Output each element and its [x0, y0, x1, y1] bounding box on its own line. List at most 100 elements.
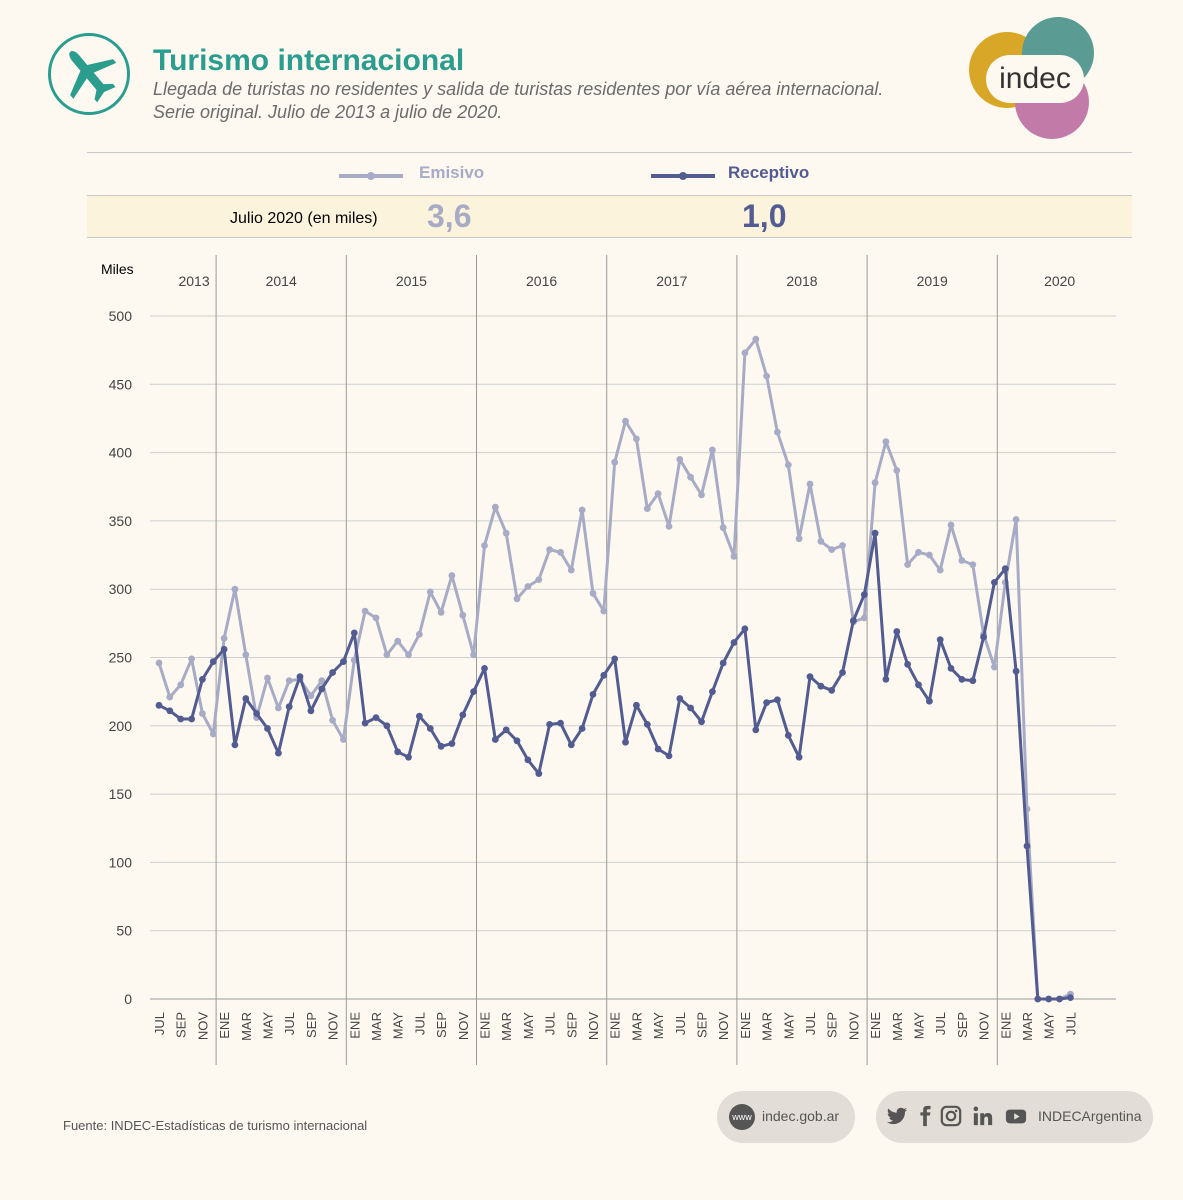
month-tick-label: NOV — [716, 1012, 731, 1041]
data-point — [991, 663, 998, 671]
data-point — [665, 752, 673, 760]
data-point — [166, 707, 174, 715]
data-point — [448, 572, 456, 579]
month-tick-label: ENE — [478, 1012, 493, 1039]
data-point — [926, 697, 933, 705]
data-point — [600, 607, 608, 615]
month-tick-label: SEP — [564, 1012, 579, 1038]
data-point — [893, 467, 901, 474]
data-point — [329, 669, 336, 676]
data-point — [199, 710, 206, 717]
month-tick-label: JUL — [543, 1012, 558, 1035]
data-point — [687, 704, 694, 712]
month-tick-label: SEP — [695, 1012, 710, 1038]
data-point — [654, 490, 662, 497]
year-label: 2020 — [1044, 273, 1075, 289]
data-point — [850, 617, 857, 624]
tourism-line-chart: 0 50 100 150 200 250 300 350 400 450 500 Miles 2013 2… — [101, 255, 1116, 1065]
instagram-icon[interactable] — [940, 1105, 962, 1127]
year-label: 2015 — [396, 273, 427, 289]
data-point — [557, 719, 564, 727]
year-label: 2017 — [656, 273, 687, 289]
data-point — [350, 629, 358, 637]
data-point — [188, 655, 196, 663]
month-tick-label: NOV — [195, 1012, 210, 1041]
month-tick-label: MAY — [261, 1012, 276, 1040]
data-point — [969, 561, 977, 568]
data-point — [752, 335, 760, 343]
data-point — [622, 417, 629, 425]
month-tick-label: MAR — [760, 1012, 775, 1041]
data-point — [763, 372, 770, 380]
series-emisivo — [155, 335, 1074, 1003]
data-point — [774, 428, 781, 436]
data-point — [915, 548, 922, 556]
data-point — [719, 524, 727, 532]
data-point — [611, 655, 619, 663]
data-point — [177, 715, 185, 723]
summary-divider — [87, 237, 1132, 238]
subtitle-line-2: Serie original. Julio de 2013 a julio de… — [153, 102, 503, 122]
data-point — [763, 699, 770, 706]
data-point — [860, 614, 868, 622]
data-point — [416, 712, 423, 720]
data-point — [730, 639, 738, 646]
year-label: 2014 — [266, 273, 297, 289]
data-point — [828, 686, 836, 694]
data-point — [611, 458, 619, 466]
data-point — [546, 721, 553, 728]
data-point — [437, 609, 445, 616]
data-point — [828, 546, 836, 553]
legend-receptivo-swatch — [651, 172, 715, 180]
data-point — [567, 741, 575, 749]
legend-emisivo-swatch — [339, 172, 403, 180]
data-point — [513, 737, 521, 745]
data-point — [285, 703, 293, 711]
data-point — [1045, 995, 1053, 1003]
year-label: 2016 — [526, 273, 557, 289]
month-tick-label: MAY — [651, 1012, 666, 1040]
data-point — [220, 645, 228, 653]
y-tick-label: 100 — [109, 854, 133, 870]
data-point — [795, 753, 803, 761]
linkedin-icon[interactable] — [972, 1105, 994, 1127]
data-point — [698, 718, 705, 726]
month-tick-label: NOV — [977, 1012, 992, 1041]
month-tick-label: SEP — [304, 1012, 319, 1038]
data-point — [188, 715, 196, 723]
month-tick-label: SEP — [174, 1012, 189, 1038]
data-point — [676, 695, 684, 702]
data-point — [633, 701, 640, 709]
twitter-icon[interactable] — [886, 1105, 908, 1127]
month-tick-label: ENE — [998, 1012, 1013, 1039]
month-tick-label: JUL — [1063, 1012, 1078, 1035]
website-text: indec.gob.ar — [762, 1108, 840, 1124]
month-tick-label: MAR — [369, 1012, 384, 1041]
year-label: 2019 — [917, 273, 948, 289]
website-link[interactable]: www indec.gob.ar — [717, 1091, 855, 1143]
page-title: Turismo internacional — [153, 44, 465, 77]
data-point — [784, 461, 792, 469]
y-tick-label: 50 — [116, 923, 132, 939]
month-tick-label: NOV — [586, 1012, 601, 1041]
data-point — [665, 523, 673, 530]
facebook-icon[interactable] — [914, 1105, 936, 1127]
youtube-icon[interactable] — [1005, 1105, 1027, 1127]
data-point — [502, 529, 510, 537]
data-point — [936, 566, 944, 574]
data-point — [242, 651, 250, 659]
data-point — [567, 566, 575, 574]
data-point — [741, 625, 749, 633]
data-point — [231, 585, 239, 593]
data-point — [1023, 842, 1031, 850]
data-point — [361, 607, 369, 615]
data-point — [600, 671, 608, 679]
summary-label: Julio 2020 (en miles) — [230, 210, 378, 227]
data-point — [633, 435, 640, 443]
indec-logo: indec — [969, 17, 1094, 139]
y-tick-label: 150 — [109, 786, 133, 802]
data-point — [730, 553, 738, 560]
data-point — [340, 736, 347, 743]
data-point — [253, 710, 260, 717]
top-divider — [87, 152, 1132, 153]
